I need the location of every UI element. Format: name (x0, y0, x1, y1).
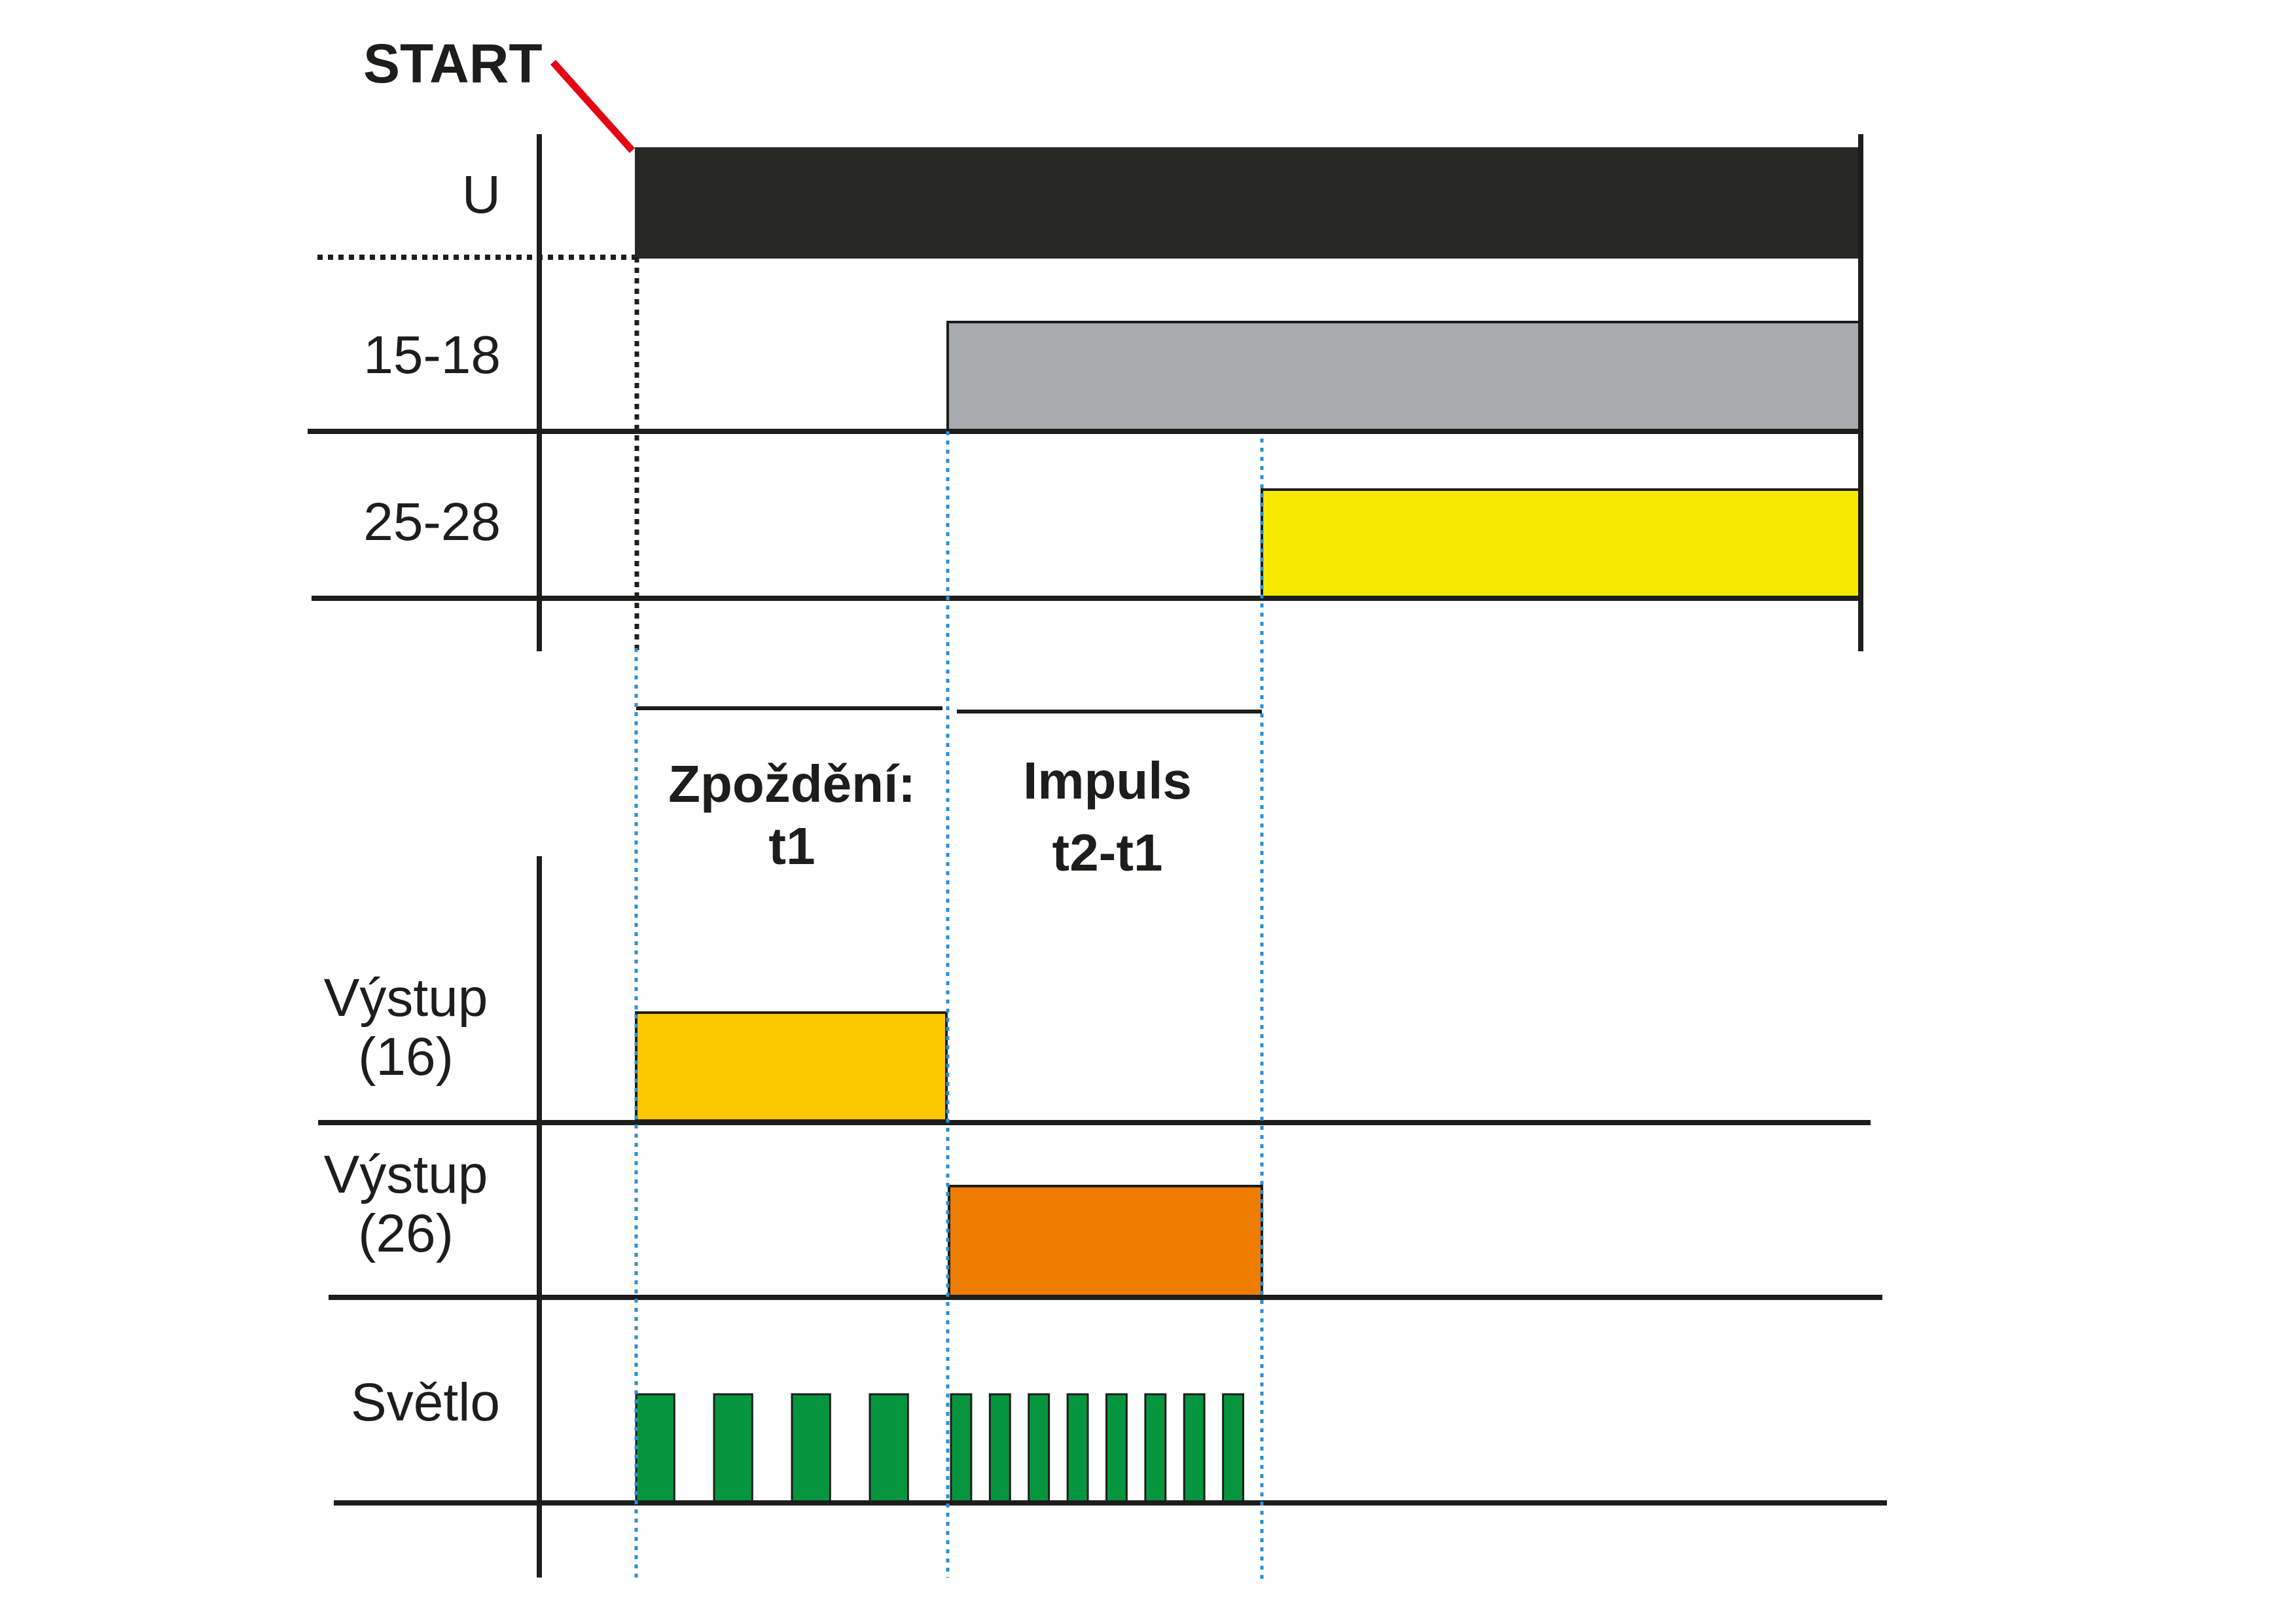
signal-label-u: U (462, 165, 501, 225)
signal-label-light: Světlo (351, 1373, 500, 1432)
light-pulse-fast-6 (1145, 1394, 1166, 1502)
light-pulse-fast-5 (1107, 1394, 1127, 1502)
bar-15-18 (948, 322, 1859, 431)
light-pulse-fast-3 (1029, 1394, 1049, 1502)
light-pulse-fast-7 (1184, 1394, 1204, 1502)
signal-label-output26-line1: Výstup (324, 1145, 488, 1204)
light-pulse-fast-8 (1223, 1394, 1244, 1502)
start-marker (553, 62, 632, 151)
impulse-label-line2: t2-t1 (1052, 823, 1163, 882)
signal-label-output16-line1: Výstup (324, 968, 488, 1028)
light-pulse-slow-3 (792, 1394, 830, 1502)
signal-label-15-18: 15-18 (363, 325, 501, 385)
bar-output16 (636, 1013, 946, 1121)
light-pulse-fast-1 (951, 1394, 971, 1502)
signal-label-output26-line2: (26) (358, 1204, 454, 1263)
delay-label-line1: Zpoždění: (668, 755, 916, 813)
signal-label-25-28: 25-28 (363, 492, 501, 552)
bar-output26 (949, 1186, 1262, 1296)
light-pulse-slow-2 (714, 1394, 752, 1502)
light-pulse-slow-4 (870, 1394, 908, 1502)
light-pulse-slow-1 (636, 1394, 674, 1502)
impulse-label-line1: Impuls (1023, 751, 1192, 810)
delay-label-line2: t1 (768, 817, 815, 875)
bar-u (635, 147, 1861, 259)
signal-label-output16-line2: (16) (358, 1027, 454, 1087)
light-pulse-fast-2 (990, 1394, 1010, 1502)
bar-25-28 (1262, 490, 1859, 598)
light-pulse-group (636, 1394, 1244, 1502)
light-pulse-fast-4 (1067, 1394, 1088, 1502)
start-label: START (363, 33, 543, 94)
